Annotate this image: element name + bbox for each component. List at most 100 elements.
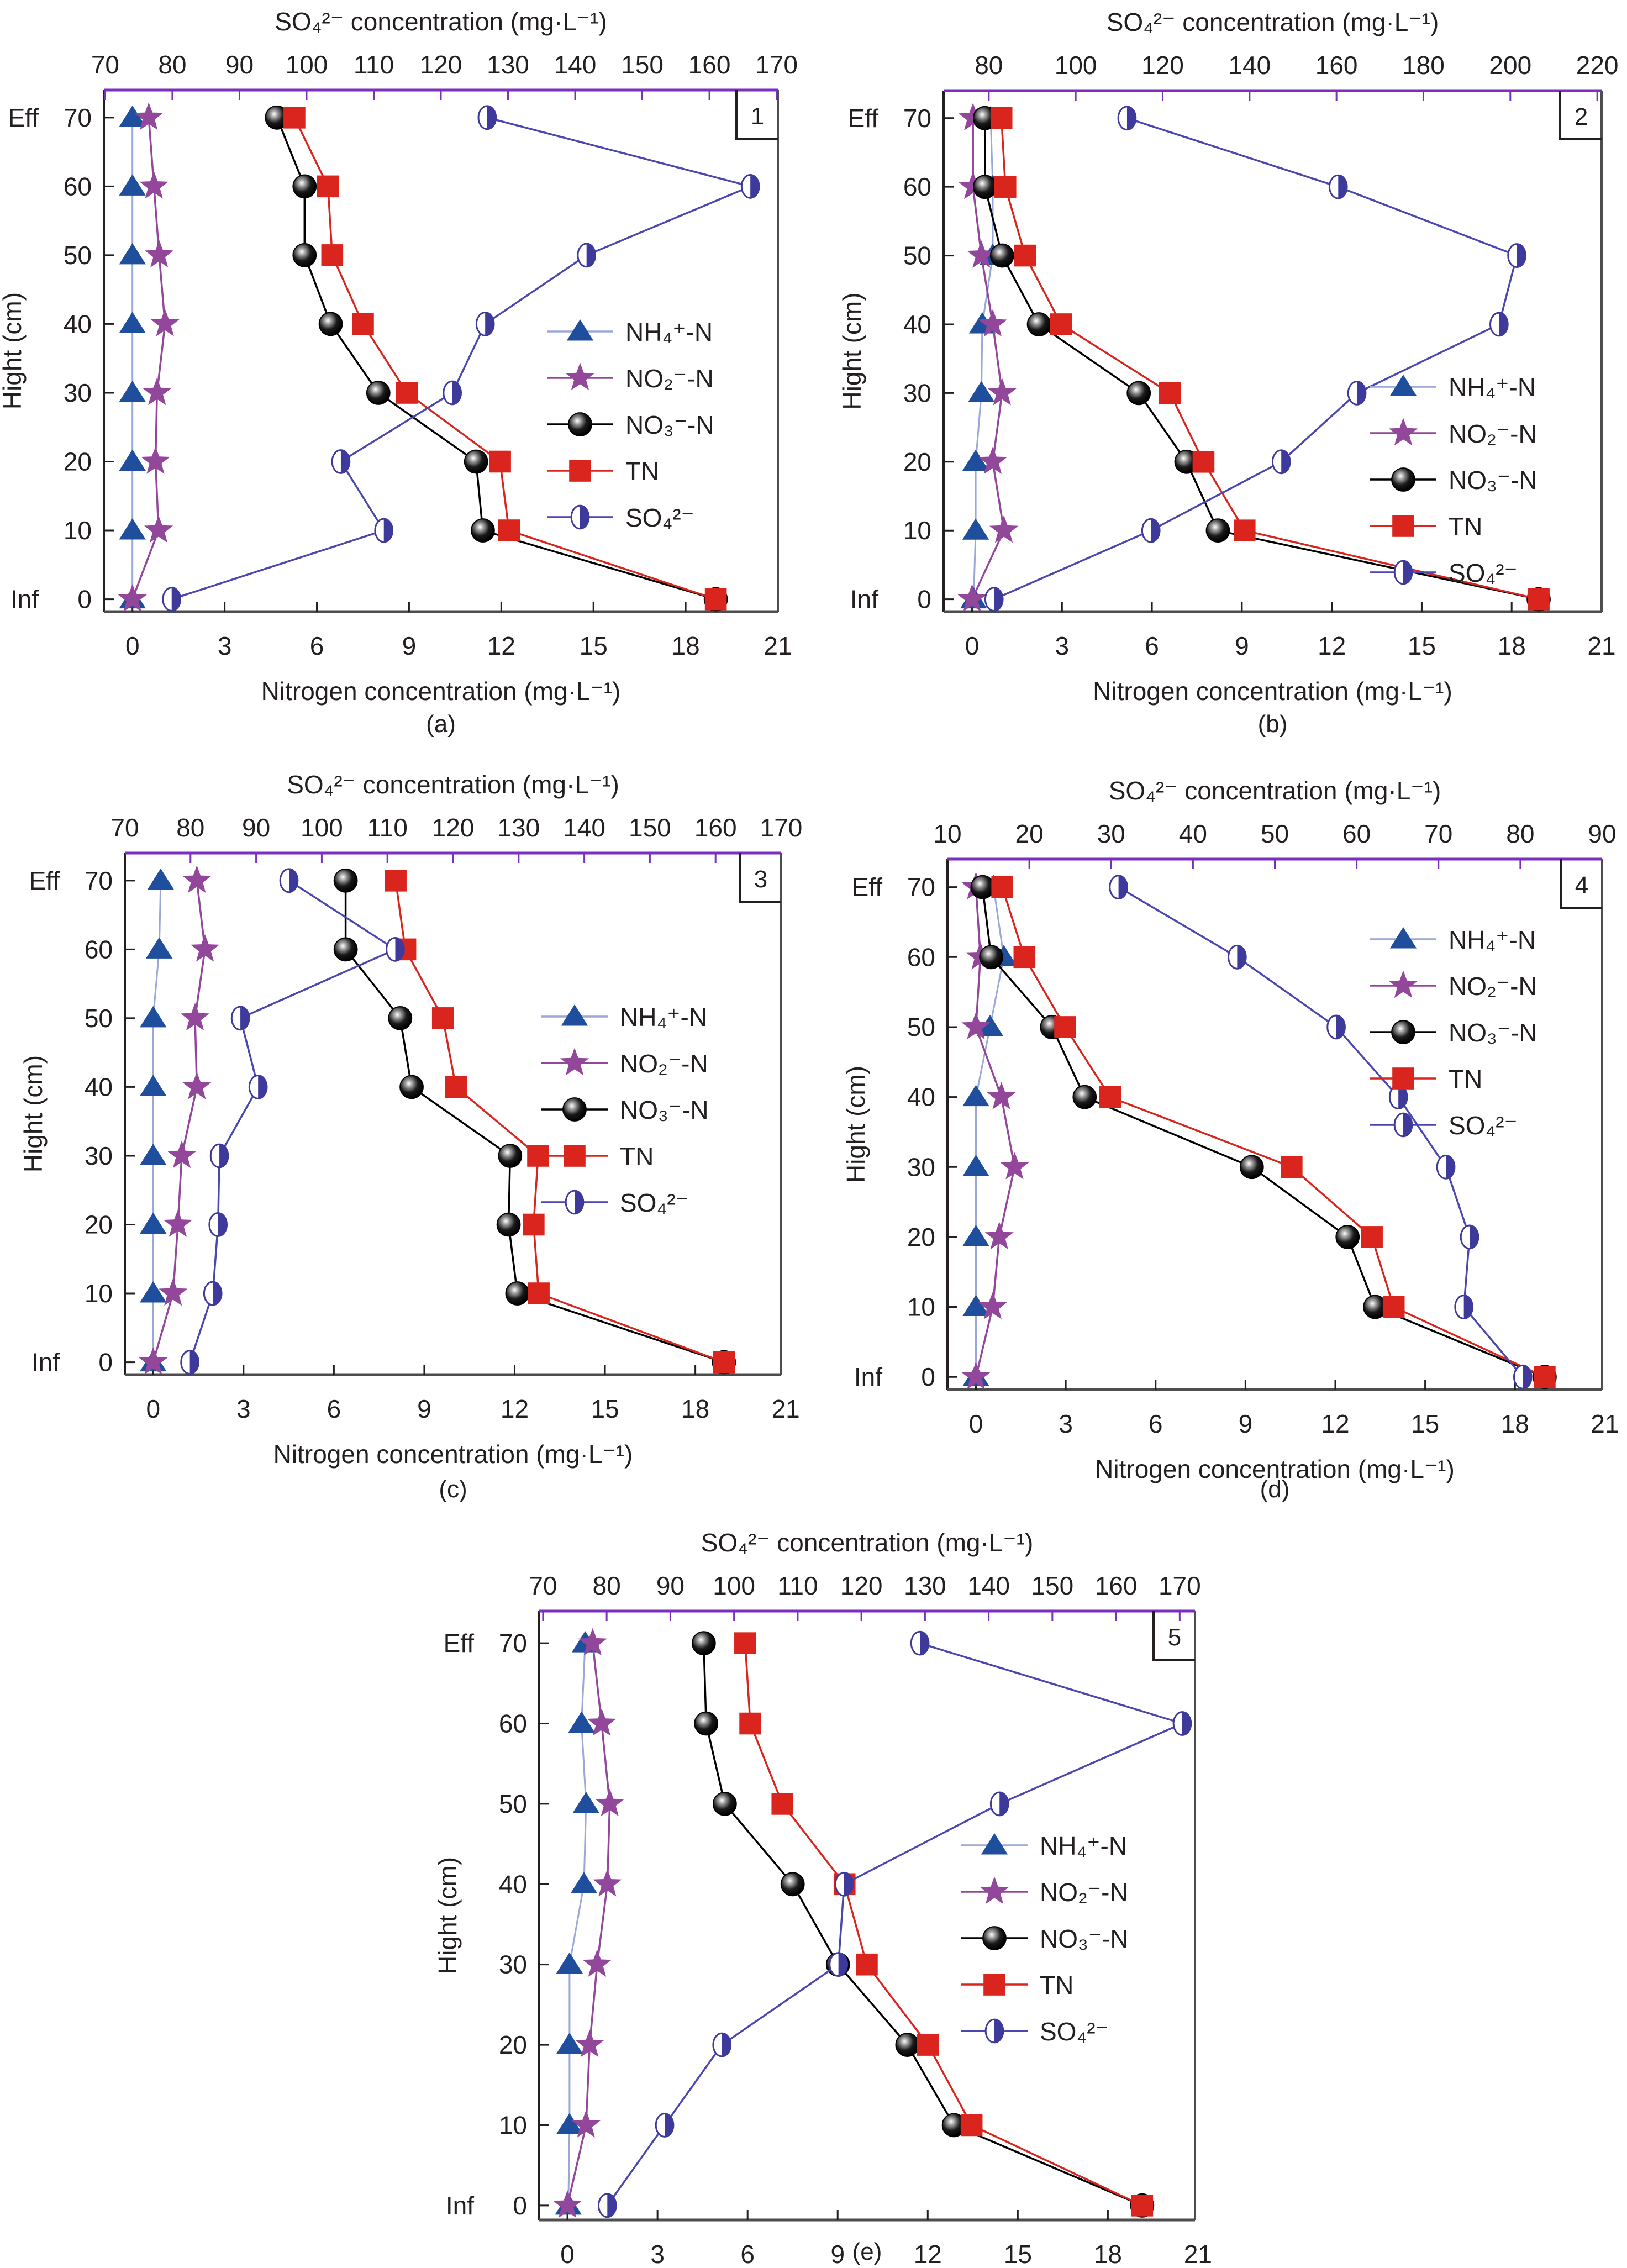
- effluent-tag: Eff: [852, 873, 883, 902]
- x-bottom-axis-title: Nitrogen concentration (mg·L⁻¹): [1095, 1455, 1455, 1483]
- x-bottom-tick-label: 3: [650, 2240, 665, 2268]
- panel-badge: 1: [751, 103, 764, 130]
- data-point-no3: [471, 518, 495, 543]
- x-top-tick-label: 220: [1576, 51, 1619, 80]
- data-point-so4-fill: [218, 1213, 227, 1236]
- legend-label: NO₃⁻-N: [1449, 1018, 1538, 1047]
- series-line-no3: [981, 887, 1545, 1378]
- data-point-so4-fill: [1463, 1295, 1473, 1319]
- y-tick-label: 70: [903, 104, 931, 133]
- x-bottom-tick-label: 9: [830, 2240, 845, 2268]
- x-top-tick-label: 80: [1506, 819, 1534, 848]
- x-top-tick-label: 140: [554, 50, 597, 79]
- y-tick-label: 70: [85, 866, 113, 895]
- x-bottom-tick-label: 15: [580, 632, 608, 660]
- legend-item-no3: NO₃⁻-N: [541, 1096, 709, 1124]
- y-tick-label: 30: [907, 1153, 935, 1181]
- x-top-tick-label: 150: [621, 50, 664, 79]
- data-point-no3: [505, 1281, 530, 1306]
- x-top-tick-label: 100: [301, 813, 343, 842]
- x-top-axis-title: SO₄²⁻ concentration (mg·L⁻¹): [1109, 776, 1441, 805]
- x-top-tick-label: 90: [225, 50, 254, 79]
- legend-label: NO₃⁻-N: [625, 411, 714, 439]
- series-no3: [333, 868, 736, 1375]
- x-bottom-tick-label: 21: [1184, 2240, 1212, 2268]
- x-bottom-tick-label: 9: [402, 632, 417, 660]
- data-point-no2: [150, 308, 180, 336]
- x-top-tick-label: 150: [1031, 1571, 1073, 1600]
- influent-tag: Inf: [446, 2191, 474, 2220]
- x-top-tick-label: 90: [656, 1571, 685, 1600]
- series-line-tn: [744, 1643, 1143, 2207]
- legend-item-tn: TN: [1370, 1065, 1482, 1093]
- x-bottom-tick-label: 21: [1591, 1409, 1619, 1438]
- y-tick-label: 10: [85, 1279, 113, 1308]
- data-point-nh4: [119, 449, 146, 471]
- y-tick-label: 0: [98, 1348, 113, 1377]
- panel-caption: (c): [439, 1476, 467, 1503]
- series-so4: [162, 105, 760, 612]
- data-point-so4-fill: [750, 175, 760, 198]
- data-point-nh4: [962, 1155, 989, 1176]
- legend-marker-nh4: [981, 1833, 1008, 1855]
- data-point-so4-fill: [1338, 175, 1347, 199]
- data-point-nh4: [570, 1872, 598, 1893]
- x-bottom-tick-label: 9: [1239, 1409, 1253, 1438]
- x-top-axis-title: SO₄²⁻ concentration (mg·L⁻¹): [1107, 8, 1439, 36]
- data-point-so4-fill: [289, 869, 298, 892]
- legend-label: NH₄⁺-N: [1449, 373, 1536, 402]
- data-point-so4-fill: [395, 938, 404, 961]
- data-point-tn: [994, 176, 1017, 198]
- x-top-tick-label: 140: [967, 1571, 1010, 1600]
- x-top-tick-label: 80: [176, 813, 204, 842]
- data-point-no3: [498, 1144, 523, 1168]
- legend-label: NH₄⁺-N: [1449, 925, 1536, 954]
- data-point-tn: [1361, 1226, 1383, 1248]
- data-point-no2: [989, 515, 1019, 543]
- data-point-so4-fill: [1357, 381, 1366, 405]
- series-line-nh4: [567, 1643, 587, 2206]
- series-line-tn: [1001, 887, 1545, 1378]
- legend-marker-no2: [560, 1048, 589, 1076]
- series-no2: [118, 102, 180, 612]
- data-point-no2: [978, 1292, 1007, 1319]
- series-no2: [139, 865, 220, 1375]
- x-bottom-tick-label: 21: [1587, 632, 1615, 660]
- x-top-tick-label: 170: [755, 50, 798, 79]
- y-tick-label: 70: [907, 873, 935, 902]
- y-tick-label: 60: [499, 1709, 527, 1738]
- legend-label: SO₄²⁻: [1449, 1111, 1518, 1140]
- data-point-nh4: [962, 1295, 989, 1317]
- y-tick-label: 0: [513, 2191, 527, 2220]
- legend-item-so4: SO₄²⁻: [1370, 559, 1518, 587]
- x-top-tick-label: 130: [487, 50, 529, 79]
- legend-item-no3: NO₃⁻-N: [1370, 466, 1538, 494]
- data-point-no3: [1026, 312, 1051, 336]
- x-bottom-tick-label: 3: [1055, 632, 1070, 660]
- legend-item-tn: TN: [541, 1142, 654, 1171]
- data-point-tn: [528, 1282, 550, 1304]
- y-tick-label: 40: [64, 309, 92, 338]
- data-point-nh4: [556, 2113, 583, 2134]
- data-point-nh4: [119, 105, 146, 127]
- data-point-no3: [292, 243, 317, 267]
- data-point-no2: [578, 1628, 607, 1656]
- x-top-tick-label: 80: [158, 50, 186, 79]
- data-point-nh4: [140, 1143, 167, 1165]
- data-point-tn: [1233, 519, 1256, 542]
- data-point-so4-fill: [1118, 875, 1128, 899]
- x-bottom-tick-label: 18: [1501, 1409, 1529, 1438]
- series-line-no3: [703, 1643, 1142, 2207]
- legend-marker-no2: [1388, 970, 1418, 998]
- legend-item-nh4: NH₄⁺-N: [1370, 373, 1536, 402]
- data-point-nh4: [119, 312, 146, 333]
- data-point-no2: [1000, 1151, 1029, 1180]
- data-point-tn: [704, 588, 727, 611]
- legend-label: NO₃⁻-N: [1040, 1924, 1129, 1953]
- legend-item-no3: NO₃⁻-N: [1370, 1018, 1538, 1047]
- y-tick-label: 30: [64, 378, 92, 407]
- data-point-tn: [1528, 588, 1550, 611]
- legend-marker-tn: [983, 1974, 1005, 1996]
